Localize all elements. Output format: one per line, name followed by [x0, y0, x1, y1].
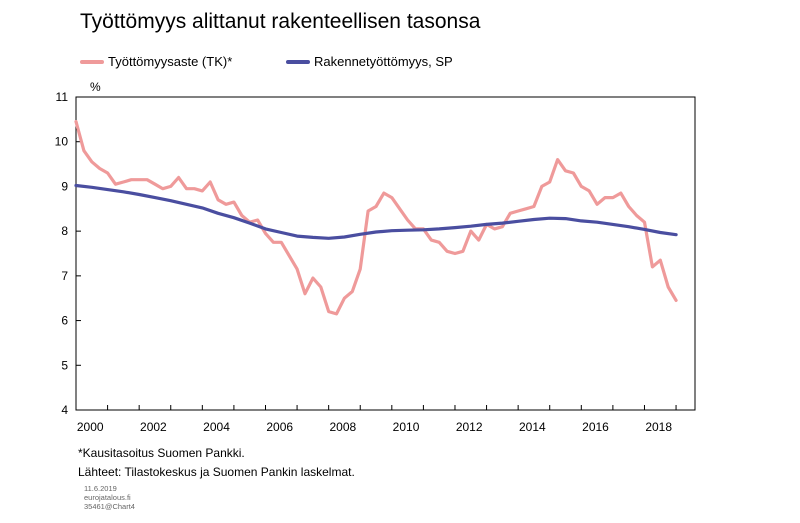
x-tick-label: 2006: [266, 420, 293, 434]
legend-swatch-unemployment-rate: [80, 59, 104, 64]
legend-item-structural-unemployment: Rakennetyöttömyys, SP: [286, 54, 453, 69]
chart-metadata: 11.6.2019 eurojatalous.fi 35461@Chart4: [84, 484, 135, 511]
plot-frame: [75, 96, 696, 411]
y-tick-label: 7: [61, 269, 68, 283]
sources-note: Lähteet: Tilastokeskus ja Suomen Pankin …: [78, 465, 355, 479]
y-tick-label: 8: [61, 224, 68, 238]
legend-label-structural-unemployment: Rakennetyöttömyys, SP: [314, 54, 453, 69]
unemployment-rate-line: [74, 119, 678, 316]
y-tick-label: 4: [61, 403, 68, 417]
y-tick-label: 6: [61, 314, 68, 328]
x-tick-label: 2002: [140, 420, 167, 434]
y-tick-label: 11: [56, 90, 69, 104]
x-tick-label: 2004: [203, 420, 230, 434]
y-axis-unit: %: [90, 80, 101, 94]
legend-item-unemployment-rate: Työttömyysaste (TK)*: [80, 54, 232, 69]
meta-site: eurojatalous.fi: [84, 493, 131, 502]
legend-label-unemployment-rate: Työttömyysaste (TK)*: [108, 54, 233, 69]
x-tick-label: 2012: [456, 420, 483, 434]
x-tick-label: 2008: [330, 420, 357, 434]
footnote: *Kausitasoitus Suomen Pankki.: [78, 446, 245, 460]
line-chart: 4 5 6 7 8 9 10 11 2000 2002 2004 2006 2008 2010 2012 20…: [55, 90, 696, 434]
y-tick-label: 5: [61, 358, 68, 372]
meta-chart-id: 35461@Chart4: [84, 502, 135, 511]
y-tick-label: 10: [55, 135, 69, 149]
x-tick-label: 2018: [645, 420, 672, 434]
x-tick-label: 2014: [519, 420, 546, 434]
x-tick-label: 2010: [393, 420, 420, 434]
x-tick-label: 2000: [77, 420, 104, 434]
meta-date: 11.6.2019: [84, 484, 117, 493]
structural-unemployment-line: [74, 183, 678, 240]
y-tick-label: 9: [61, 179, 68, 193]
x-tick-label: 2016: [582, 420, 609, 434]
chart-title: Työttömyys alittanut rakenteellisen taso…: [80, 10, 481, 33]
chart-notes: *Kausitasoitus Suomen Pankki. Lähteet: T…: [78, 444, 355, 482]
legend-swatch-structural-unemployment: [286, 59, 310, 64]
